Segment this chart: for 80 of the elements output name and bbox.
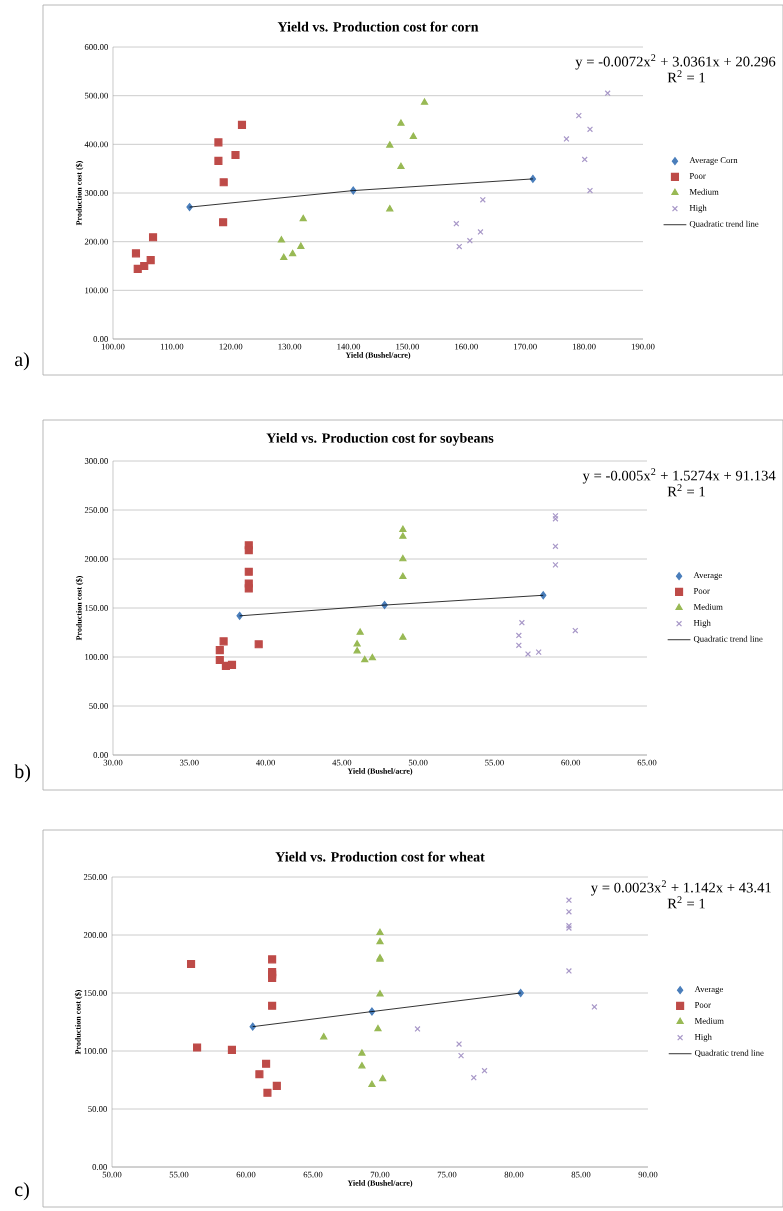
y-tick-label: 300.00 (84, 190, 108, 196)
x-tick-label: 120.00 (219, 343, 243, 350)
legend-label: Medium (694, 1017, 724, 1024)
x-tick-label: 140.00 (337, 343, 361, 350)
text: R$^{2}$ = 1 (667, 484, 705, 497)
x-tick-label: 55.00 (485, 759, 504, 766)
y-axis-title: Production cost ($) (74, 990, 83, 1055)
x-tick-label: 45.00 (332, 759, 352, 766)
x-tick-label: 100.00 (101, 343, 125, 350)
x-tick-label: 190.00 (631, 343, 655, 350)
x-tick-label: 170.00 (514, 343, 537, 350)
y-tick-label: 300.00 (84, 458, 108, 464)
legend-label: Medium (693, 603, 723, 610)
y-tick-label: 100.00 (85, 654, 108, 660)
y-tick-label: 250.00 (83, 874, 107, 880)
y-tick-label: 200.00 (84, 556, 108, 562)
y-tick-label: 250.00 (84, 507, 108, 513)
x-tick-label: 160.00 (455, 343, 478, 350)
text: b) (14, 764, 31, 783)
x-tick-label: 65.00 (303, 1171, 323, 1178)
y-tick-label: 200.00 (83, 932, 107, 938)
y-tick-label: 0.00 (92, 1164, 107, 1170)
x-axis-title: Yield (Bushel/acre) (347, 768, 413, 776)
y-tick-label: 50.00 (88, 1106, 107, 1112)
y-tick-label: 150.00 (85, 605, 108, 611)
y-tick-label: 50.00 (89, 703, 108, 709)
legend-label: High (693, 619, 711, 628)
x-tick-label: 60.00 (561, 759, 581, 766)
x-tick-label: 50.00 (408, 759, 428, 766)
x-axis-title: Yield (Bushel/acre) (347, 1180, 413, 1188)
text: R$^{2}$ = 1 (667, 896, 705, 909)
y-axis-title: Production cost ($) (75, 576, 84, 641)
x-axis-title: Yield (Bushel/acre) (345, 352, 411, 360)
chart-title: Yield vs. Production cost for soybeans (266, 432, 494, 446)
x-tick-label: 30.00 (103, 759, 123, 766)
legend-label: High (694, 1033, 712, 1042)
legend-label: Quadratic trend line (693, 635, 763, 644)
annotation: y = 0.0023x$^{2}$ + 1.142x + 43.41 (590, 880, 771, 896)
x-tick-label: 40.00 (255, 759, 275, 766)
y-tick-label: 150.00 (84, 990, 107, 996)
x-tick-label: 60.00 (236, 1171, 256, 1178)
legend-label: High (689, 204, 707, 213)
legend-label: Poor (693, 588, 710, 594)
x-tick-label: 55.00 (169, 1171, 189, 1178)
legend-label: Average (694, 986, 723, 994)
chart-title: Yield vs. Production cost for wheat (275, 851, 485, 862)
x-tick-label: 80.00 (504, 1171, 524, 1178)
x-tick-label: 150.00 (396, 343, 420, 350)
x-tick-label: 70.00 (370, 1171, 390, 1178)
legend-label: Average (693, 572, 722, 580)
x-tick-label: 90.00 (638, 1171, 658, 1178)
y-tick-label: 200.00 (84, 238, 108, 245)
legend-label: Medium (689, 188, 719, 195)
y-tick-label: 0.00 (93, 752, 108, 758)
y-tick-label: 400.00 (84, 141, 108, 148)
x-tick-label: 130.00 (278, 343, 302, 350)
x-tick-label: 50.00 (102, 1171, 122, 1178)
x-tick-label: 85.00 (571, 1171, 591, 1178)
y-axis-title: Production cost ($) (75, 160, 84, 226)
x-tick-label: 180.00 (572, 343, 596, 350)
annotation: y = -0.005x$^{2}$ + 1.5274x + 91.134 (582, 468, 776, 484)
legend-label: Poor (694, 1002, 711, 1008)
x-tick-label: 75.00 (437, 1171, 457, 1178)
y-tick-label: 100.00 (84, 1048, 107, 1054)
legend-label: Quadratic trend line (689, 220, 759, 229)
x-tick-label: 110.00 (160, 343, 184, 350)
y-tick-label: 600.00 (84, 44, 108, 50)
legend-label: Poor (689, 173, 706, 179)
x-tick-label: 65.00 (637, 759, 657, 766)
y-tick-label: 0.00 (93, 336, 108, 342)
x-tick-label: 35.00 (179, 759, 199, 766)
text: a) (14, 352, 29, 371)
annotation: y = -0.0072x$^{2}$ + 3.0361x + 20.296 (575, 54, 776, 70)
text: R$^{2}$ = 1 (667, 70, 705, 83)
chart-title: Yield vs. Production cost for corn (277, 21, 479, 32)
text: c) (15, 1182, 29, 1201)
legend-label: Average Corn (689, 157, 738, 165)
y-tick-label: 100.00 (85, 287, 108, 294)
y-tick-label: 500.00 (84, 92, 108, 99)
legend-label: Quadratic trend line (694, 1049, 764, 1058)
